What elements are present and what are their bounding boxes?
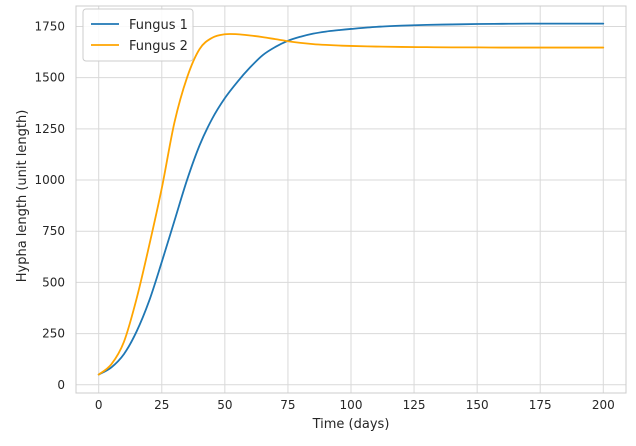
legend-label-fungus-2: Fungus 2 xyxy=(129,39,188,54)
x-tick-label: 175 xyxy=(529,398,552,412)
y-tick-label: 750 xyxy=(42,224,65,238)
y-tick-label: 1750 xyxy=(34,19,65,33)
series-lines xyxy=(97,22,605,376)
x-tick-label: 200 xyxy=(592,398,615,412)
y-axis-label: Hypha length (unit length) xyxy=(15,110,30,283)
x-tick-label: 75 xyxy=(280,398,295,412)
x-tick-label: 150 xyxy=(466,398,489,412)
grid-lines xyxy=(76,6,626,393)
x-tick-label: 0 xyxy=(95,398,103,412)
plot-frame xyxy=(75,5,627,394)
y-tick-label: 0 xyxy=(57,378,65,392)
y-tick-label: 500 xyxy=(42,275,65,289)
y-tick-label: 250 xyxy=(42,327,65,341)
x-tick-label: 100 xyxy=(340,398,363,412)
y-tick-label: 1250 xyxy=(34,122,65,136)
x-tick-label: 125 xyxy=(403,398,426,412)
x-axis-ticks: 0 25 50 75 100 125 150 175 200 xyxy=(95,398,615,412)
y-axis-ticks: 0 250 500 750 1000 1250 1500 1750 xyxy=(34,19,65,391)
legend-label-fungus-1: Fungus 1 xyxy=(129,18,188,33)
x-tick-label: 25 xyxy=(154,398,169,412)
x-tick-label: 50 xyxy=(217,398,232,412)
fungus-2-line xyxy=(97,33,605,376)
y-tick-label: 1000 xyxy=(34,173,65,187)
x-axis-label: Time (days) xyxy=(312,417,390,432)
legend-box xyxy=(82,8,194,62)
y-tick-label: 1500 xyxy=(34,71,65,85)
legend: Fungus 1 Fungus 2 xyxy=(82,8,194,62)
